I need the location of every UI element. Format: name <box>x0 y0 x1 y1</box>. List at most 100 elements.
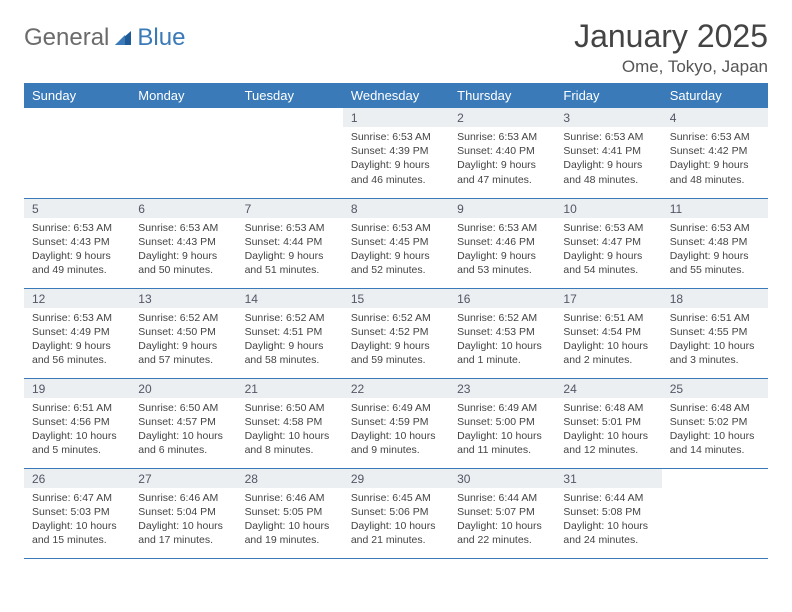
day-details: Sunrise: 6:52 AMSunset: 4:50 PMDaylight:… <box>130 308 236 374</box>
sunrise-text: Sunrise: 6:52 AM <box>351 311 441 325</box>
sunset-text: Sunset: 5:03 PM <box>32 505 122 519</box>
calendar-day-cell: 4Sunrise: 6:53 AMSunset: 4:42 PMDaylight… <box>662 108 768 198</box>
calendar-day-cell: 16Sunrise: 6:52 AMSunset: 4:53 PMDayligh… <box>449 288 555 378</box>
weekday-header: Thursday <box>449 83 555 108</box>
daylight-text: and 55 minutes. <box>670 263 760 277</box>
day-details: Sunrise: 6:48 AMSunset: 5:02 PMDaylight:… <box>662 398 768 464</box>
day-number: 30 <box>449 469 555 488</box>
daylight-text: and 50 minutes. <box>138 263 228 277</box>
calendar-week-row: 26Sunrise: 6:47 AMSunset: 5:03 PMDayligh… <box>24 468 768 558</box>
day-number: 15 <box>343 289 449 308</box>
title-block: January 2025 Ome, Tokyo, Japan <box>574 18 768 77</box>
daylight-text: Daylight: 10 hours <box>457 519 547 533</box>
sunset-text: Sunset: 4:41 PM <box>563 144 653 158</box>
calendar-day-cell: 9Sunrise: 6:53 AMSunset: 4:46 PMDaylight… <box>449 198 555 288</box>
sunset-text: Sunset: 4:57 PM <box>138 415 228 429</box>
day-number: 7 <box>237 199 343 218</box>
weekday-header: Friday <box>555 83 661 108</box>
day-number: 16 <box>449 289 555 308</box>
day-details: Sunrise: 6:53 AMSunset: 4:49 PMDaylight:… <box>24 308 130 374</box>
day-details: Sunrise: 6:46 AMSunset: 5:05 PMDaylight:… <box>237 488 343 554</box>
daylight-text: Daylight: 9 hours <box>670 158 760 172</box>
sunrise-text: Sunrise: 6:52 AM <box>138 311 228 325</box>
calendar-day-cell: 20Sunrise: 6:50 AMSunset: 4:57 PMDayligh… <box>130 378 236 468</box>
sunset-text: Sunset: 4:45 PM <box>351 235 441 249</box>
day-number: 19 <box>24 379 130 398</box>
sunrise-text: Sunrise: 6:53 AM <box>351 130 441 144</box>
daylight-text: and 53 minutes. <box>457 263 547 277</box>
day-number: 24 <box>555 379 661 398</box>
calendar-day-cell: 30Sunrise: 6:44 AMSunset: 5:07 PMDayligh… <box>449 468 555 558</box>
sunset-text: Sunset: 5:08 PM <box>563 505 653 519</box>
daylight-text: Daylight: 10 hours <box>563 519 653 533</box>
sunset-text: Sunset: 4:49 PM <box>32 325 122 339</box>
sunrise-text: Sunrise: 6:50 AM <box>138 401 228 415</box>
daylight-text: and 11 minutes. <box>457 443 547 457</box>
header: General Blue January 2025 Ome, Tokyo, Ja… <box>24 18 768 77</box>
daylight-text: and 1 minute. <box>457 353 547 367</box>
daylight-text: Daylight: 10 hours <box>563 429 653 443</box>
daylight-text: and 22 minutes. <box>457 533 547 547</box>
daylight-text: Daylight: 9 hours <box>351 158 441 172</box>
sunset-text: Sunset: 4:39 PM <box>351 144 441 158</box>
sunrise-text: Sunrise: 6:53 AM <box>563 130 653 144</box>
day-details: Sunrise: 6:53 AMSunset: 4:42 PMDaylight:… <box>662 127 768 193</box>
calendar-week-row: 12Sunrise: 6:53 AMSunset: 4:49 PMDayligh… <box>24 288 768 378</box>
sunrise-text: Sunrise: 6:53 AM <box>32 221 122 235</box>
sunrise-text: Sunrise: 6:53 AM <box>457 130 547 144</box>
sunset-text: Sunset: 4:51 PM <box>245 325 335 339</box>
calendar-day-cell: 2Sunrise: 6:53 AMSunset: 4:40 PMDaylight… <box>449 108 555 198</box>
day-details: Sunrise: 6:53 AMSunset: 4:46 PMDaylight:… <box>449 218 555 284</box>
calendar-day-cell <box>237 108 343 198</box>
sunrise-text: Sunrise: 6:53 AM <box>351 221 441 235</box>
day-number: 12 <box>24 289 130 308</box>
daylight-text: and 52 minutes. <box>351 263 441 277</box>
sunrise-text: Sunrise: 6:51 AM <box>670 311 760 325</box>
daylight-text: Daylight: 9 hours <box>351 339 441 353</box>
calendar-day-cell: 27Sunrise: 6:46 AMSunset: 5:04 PMDayligh… <box>130 468 236 558</box>
daylight-text: and 47 minutes. <box>457 173 547 187</box>
calendar-week-row: 1Sunrise: 6:53 AMSunset: 4:39 PMDaylight… <box>24 108 768 198</box>
daylight-text: Daylight: 9 hours <box>138 339 228 353</box>
weekday-header: Monday <box>130 83 236 108</box>
daylight-text: Daylight: 10 hours <box>138 519 228 533</box>
sunset-text: Sunset: 4:59 PM <box>351 415 441 429</box>
day-number: 6 <box>130 199 236 218</box>
calendar-table: SundayMondayTuesdayWednesdayThursdayFrid… <box>24 83 768 559</box>
daylight-text: Daylight: 10 hours <box>32 429 122 443</box>
daylight-text: Daylight: 10 hours <box>670 339 760 353</box>
daylight-text: and 21 minutes. <box>351 533 441 547</box>
daylight-text: Daylight: 9 hours <box>563 158 653 172</box>
calendar-day-cell: 13Sunrise: 6:52 AMSunset: 4:50 PMDayligh… <box>130 288 236 378</box>
day-number: 27 <box>130 469 236 488</box>
daylight-text: and 48 minutes. <box>563 173 653 187</box>
daylight-text: and 57 minutes. <box>138 353 228 367</box>
daylight-text: Daylight: 10 hours <box>351 429 441 443</box>
daylight-text: and 5 minutes. <box>32 443 122 457</box>
sunrise-text: Sunrise: 6:44 AM <box>563 491 653 505</box>
daylight-text: Daylight: 10 hours <box>457 429 547 443</box>
sunrise-text: Sunrise: 6:47 AM <box>32 491 122 505</box>
sunrise-text: Sunrise: 6:46 AM <box>245 491 335 505</box>
sunrise-text: Sunrise: 6:48 AM <box>670 401 760 415</box>
month-title: January 2025 <box>574 18 768 55</box>
sunrise-text: Sunrise: 6:53 AM <box>457 221 547 235</box>
sunrise-text: Sunrise: 6:53 AM <box>670 130 760 144</box>
day-details: Sunrise: 6:49 AMSunset: 5:00 PMDaylight:… <box>449 398 555 464</box>
day-details: Sunrise: 6:50 AMSunset: 4:57 PMDaylight:… <box>130 398 236 464</box>
daylight-text: Daylight: 9 hours <box>245 249 335 263</box>
day-number: 9 <box>449 199 555 218</box>
calendar-day-cell: 12Sunrise: 6:53 AMSunset: 4:49 PMDayligh… <box>24 288 130 378</box>
calendar-day-cell: 7Sunrise: 6:53 AMSunset: 4:44 PMDaylight… <box>237 198 343 288</box>
calendar-day-cell: 17Sunrise: 6:51 AMSunset: 4:54 PMDayligh… <box>555 288 661 378</box>
day-number: 20 <box>130 379 236 398</box>
day-details: Sunrise: 6:53 AMSunset: 4:43 PMDaylight:… <box>130 218 236 284</box>
calendar-day-cell <box>130 108 236 198</box>
day-number: 14 <box>237 289 343 308</box>
weekday-header: Tuesday <box>237 83 343 108</box>
logo-sail-icon <box>113 29 133 47</box>
sunrise-text: Sunrise: 6:51 AM <box>563 311 653 325</box>
day-details: Sunrise: 6:51 AMSunset: 4:55 PMDaylight:… <box>662 308 768 374</box>
calendar-day-cell: 31Sunrise: 6:44 AMSunset: 5:08 PMDayligh… <box>555 468 661 558</box>
sunset-text: Sunset: 4:48 PM <box>670 235 760 249</box>
